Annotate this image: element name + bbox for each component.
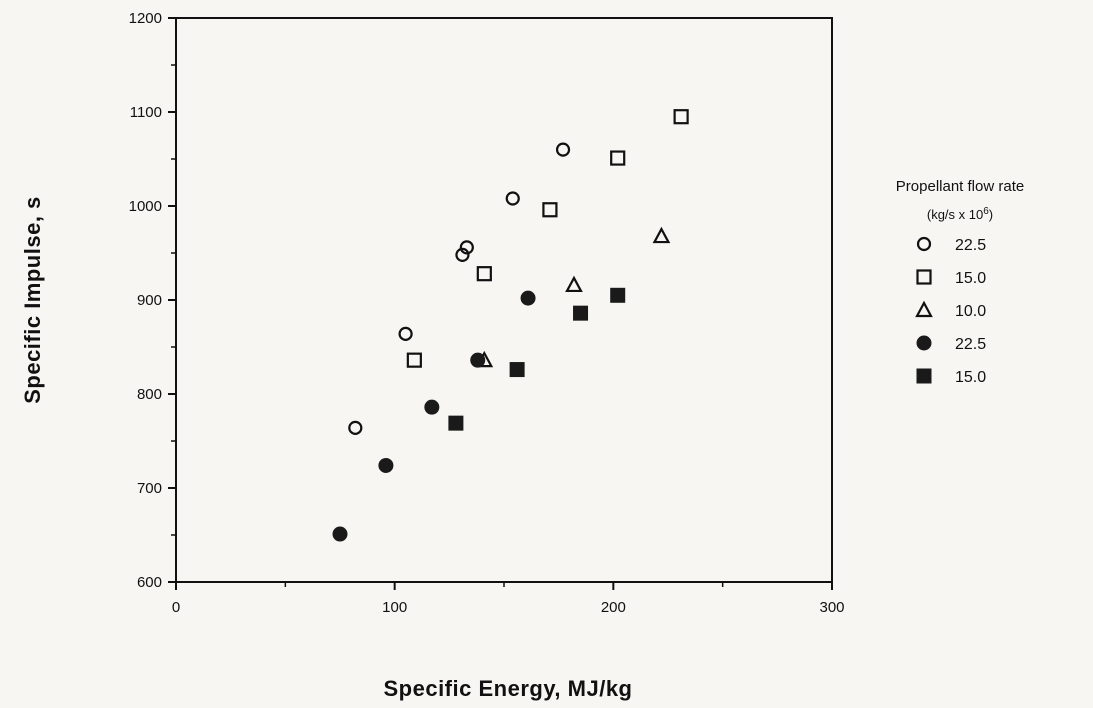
data-point-triangle-open (565, 275, 583, 293)
data-point-circle-open (555, 142, 571, 157)
data-point-circle-filled (424, 399, 440, 415)
data-point-circle-open (505, 191, 520, 206)
y-tick-label: 600 (137, 574, 162, 591)
data-point-triangle-open (652, 226, 671, 244)
data-point-circle-filled (520, 290, 536, 306)
legend-marker-circle-open (916, 236, 932, 252)
data-points (332, 109, 689, 542)
x-axis-title: Specific Energy, MJ/kg (383, 676, 632, 701)
y-tick-label: 1100 (130, 104, 162, 121)
legend-items: 22.5 15.0 10.0 22.5 15.0 (915, 236, 986, 386)
x-tick-label: 0 (172, 599, 180, 616)
data-point-square-open (406, 352, 422, 368)
legend: Propellant flow rate (kg/s x 106) 22.5 15… (896, 178, 1024, 386)
data-point-square-filled (573, 305, 589, 321)
data-point-circle-filled (470, 352, 486, 368)
y-tick-label: 700 (137, 480, 162, 497)
legend-title: Propellant flow rate (896, 178, 1024, 195)
legend-label: 15.0 (955, 270, 986, 287)
y-axis-title: Specific Impulse, s (20, 196, 45, 404)
data-point-square-open (673, 109, 689, 125)
data-point-square-open (610, 150, 626, 166)
plot-frame (175, 17, 833, 583)
data-point-circle-open (398, 326, 413, 341)
legend-marker-square-filled (916, 368, 932, 384)
data-point-circle-filled (378, 457, 394, 473)
legend-label: 22.5 (955, 336, 986, 353)
data-point-circle-filled (332, 526, 348, 542)
data-point-circle-open (455, 247, 470, 262)
y-tick-label: 900 (137, 292, 162, 309)
legend-marker-square-open (916, 269, 932, 285)
data-point-circle-open (348, 420, 363, 435)
data-point-square-filled (448, 415, 464, 431)
x-tick-label: 300 (819, 599, 844, 616)
legend-marker-triangle-open (915, 300, 933, 318)
data-point-square-open (476, 266, 492, 282)
data-point-circle-open (459, 240, 474, 255)
y-tick-label: 1200 (129, 10, 162, 27)
data-point-square-open (542, 202, 558, 218)
legend-marker-circle-filled (916, 335, 932, 351)
axis-ticks: 0 100 200 300 600 700 800 900 1000 1100 1200 (129, 10, 845, 616)
x-tick-label: 100 (382, 599, 407, 616)
legend-subtitle: (kg/s x 106) (927, 206, 993, 222)
y-tick-label: 800 (137, 386, 162, 403)
legend-label: 10.0 (955, 303, 986, 320)
legend-label: 15.0 (955, 369, 986, 386)
y-tick-label: 1000 (129, 198, 162, 215)
data-point-square-filled (509, 362, 525, 378)
x-tick-label: 200 (601, 599, 626, 616)
legend-label: 22.5 (955, 237, 986, 254)
data-point-square-filled (610, 287, 626, 303)
